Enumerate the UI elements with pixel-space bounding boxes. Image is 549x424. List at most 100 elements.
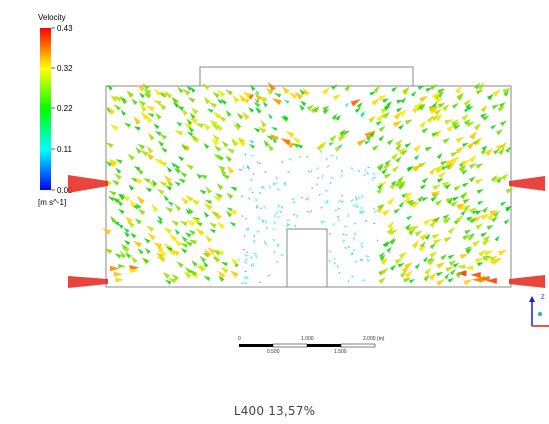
velocity-vector-glyph	[127, 153, 135, 161]
velocity-vector-glyph	[443, 237, 453, 243]
velocity-vector-glyph	[326, 199, 329, 204]
velocity-vector-glyph	[381, 209, 391, 217]
velocity-vector-glyph	[386, 226, 394, 235]
velocity-vector-glyph	[292, 143, 299, 148]
velocity-vector-glyph	[316, 177, 320, 179]
velocity-vector-glyph	[404, 192, 413, 199]
velocity-vector-glyph	[395, 139, 403, 147]
velocity-vector-glyph	[128, 184, 135, 191]
velocity-vector-glyph	[240, 97, 250, 104]
velocity-vector-glyph	[226, 192, 234, 199]
velocity-vector-glyph	[484, 148, 494, 157]
velocity-vector-glyph	[417, 86, 425, 90]
velocity-vector-glyph	[383, 163, 392, 170]
velocity-vector-glyph	[220, 168, 227, 176]
velocity-vector-glyph	[211, 123, 220, 131]
velocity-vector-glyph	[444, 273, 450, 280]
velocity-vector-glyph	[470, 272, 481, 278]
velocity-vector-glyph	[213, 254, 221, 263]
velocity-vector-glyph	[396, 107, 403, 113]
velocity-vector-glyph	[360, 278, 366, 282]
velocity-vector-glyph	[153, 123, 160, 130]
velocity-vector-glyph	[419, 120, 427, 129]
velocity-vector-glyph	[389, 229, 398, 236]
velocity-vector-glyph	[480, 213, 490, 220]
velocity-vector-glyph	[391, 180, 397, 186]
velocity-vector-glyph	[500, 120, 507, 127]
velocity-vector-glyph	[174, 130, 184, 136]
velocity-vector-glyph	[356, 138, 366, 147]
velocity-vector-glyph	[340, 174, 344, 179]
velocity-vector-glyph	[505, 188, 514, 194]
axis-triad-icon: Z	[529, 295, 549, 327]
velocity-vector-glyph	[320, 149, 323, 153]
velocity-vector-glyph	[495, 128, 504, 136]
velocity-vector-glyph	[185, 208, 191, 215]
velocity-vector-glyph	[455, 85, 463, 94]
velocity-vector-glyph	[457, 264, 466, 269]
velocity-vector-glyph	[498, 147, 505, 155]
velocity-vector-glyph	[244, 254, 249, 257]
velocity-vector-glyph	[126, 221, 135, 228]
velocity-vector-glyph	[322, 105, 330, 112]
velocity-vector-glyph	[168, 278, 177, 284]
velocity-vector-glyph	[322, 87, 331, 95]
velocity-vector-glyph	[447, 197, 454, 205]
velocity-vector-glyph	[134, 218, 142, 225]
velocity-vector-glyph	[411, 239, 419, 249]
velocity-vector-glyph	[332, 262, 337, 265]
velocity-vector-glyph	[190, 107, 199, 115]
velocity-vector-glyph	[299, 88, 306, 96]
velocity-vector-glyph	[331, 84, 338, 90]
velocity-vector-glyph	[342, 239, 346, 244]
velocity-vector-glyph	[400, 97, 406, 104]
velocity-vector-glyph	[258, 215, 261, 220]
velocity-vector-glyph	[257, 161, 259, 165]
velocity-vector-glyph	[140, 150, 148, 157]
velocity-vector-glyph	[199, 189, 206, 195]
velocity-vector-glyph	[363, 173, 367, 177]
velocity-vector-glyph	[350, 274, 355, 279]
velocity-vector-glyph	[191, 198, 200, 206]
velocity-vector-glyph	[208, 222, 217, 229]
velocity-vector-glyph	[480, 232, 488, 238]
velocity-vector-glyph	[333, 209, 338, 212]
velocity-vector-glyph	[188, 118, 198, 124]
velocity-vector-glyph	[496, 177, 502, 184]
velocity-vector-glyph	[464, 229, 472, 235]
velocity-vector-glyph	[180, 108, 188, 116]
velocity-vector-glyph	[258, 281, 261, 284]
velocity-vector-glyph	[341, 233, 345, 236]
velocity-vector-glyph	[447, 226, 456, 235]
velocity-vector-glyph	[156, 220, 163, 225]
velocity-vector-glyph	[177, 155, 184, 162]
legend-tick-label: 0.00	[57, 186, 73, 195]
velocity-vector-glyph	[450, 201, 459, 208]
velocity-vector-glyph	[397, 263, 405, 268]
velocity-vector-glyph	[418, 162, 427, 168]
velocity-vector-glyph	[479, 276, 490, 282]
velocity-vector-glyph	[483, 255, 492, 262]
velocity-vector-glyph	[464, 265, 474, 271]
scale-label: 1.500	[334, 349, 347, 355]
velocity-vector-glyph	[174, 203, 182, 212]
velocity-vector-glyph	[232, 123, 241, 131]
velocity-vector-glyph	[110, 94, 118, 103]
velocity-vector-glyph	[338, 199, 342, 204]
velocity-vector-glyph	[398, 148, 407, 155]
velocity-vector-glyph	[489, 210, 499, 216]
velocity-vector-glyph	[167, 201, 174, 206]
velocity-vector-glyph	[313, 106, 320, 113]
velocity-vector-glyph	[199, 174, 208, 180]
velocity-vector-glyph	[137, 143, 145, 150]
velocity-vector-glyph	[376, 186, 383, 194]
velocity-vector-glyph	[395, 156, 402, 163]
velocity-vector-glyph	[280, 116, 288, 121]
velocity-vector-glyph	[494, 176, 504, 182]
velocity-vector-glyph	[468, 154, 477, 163]
velocity-vector-glyph	[476, 189, 484, 194]
velocity-vector-glyph	[429, 242, 437, 250]
velocity-vector-glyph	[242, 111, 250, 120]
velocity-vector-glyph	[381, 112, 390, 119]
velocity-vector-glyph	[424, 267, 432, 276]
